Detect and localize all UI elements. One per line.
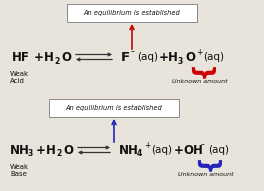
Text: 2: 2 (56, 150, 61, 159)
Text: Weak
Base: Weak Base (10, 164, 29, 177)
Text: +: + (34, 50, 44, 63)
Text: +: + (36, 143, 46, 156)
Text: H: H (44, 50, 54, 63)
Text: O: O (61, 50, 71, 63)
Text: F: F (121, 50, 130, 63)
Text: H: H (46, 143, 56, 156)
Text: +: + (196, 48, 202, 57)
Text: 3: 3 (28, 150, 33, 159)
Text: H: H (168, 50, 178, 63)
Text: 4: 4 (137, 150, 142, 159)
Text: +: + (159, 50, 169, 63)
Text: An equilibrium is established: An equilibrium is established (66, 105, 162, 111)
Text: HF: HF (12, 50, 30, 63)
Text: –: – (131, 48, 135, 57)
Text: NH: NH (10, 143, 30, 156)
Text: +: + (174, 143, 184, 156)
Text: NH: NH (119, 143, 139, 156)
Text: 2: 2 (54, 57, 59, 66)
Text: O: O (185, 50, 195, 63)
Text: (aq): (aq) (203, 52, 224, 62)
Text: An equilibrium is established: An equilibrium is established (84, 10, 180, 16)
FancyBboxPatch shape (67, 4, 197, 22)
Text: }: } (194, 159, 218, 177)
Text: O: O (63, 143, 73, 156)
Text: +: + (144, 141, 150, 150)
Text: (aq): (aq) (151, 145, 172, 155)
Text: Weak
Acid: Weak Acid (10, 71, 29, 84)
Text: (aq): (aq) (137, 52, 158, 62)
Text: (aq): (aq) (208, 145, 229, 155)
Text: Unknown amount: Unknown amount (172, 79, 228, 84)
Text: OH: OH (183, 143, 203, 156)
Text: –: – (201, 141, 205, 150)
Text: 3: 3 (178, 57, 183, 66)
Text: }: } (188, 66, 212, 84)
Text: Unknown amount: Unknown amount (178, 172, 234, 177)
FancyBboxPatch shape (49, 99, 179, 117)
